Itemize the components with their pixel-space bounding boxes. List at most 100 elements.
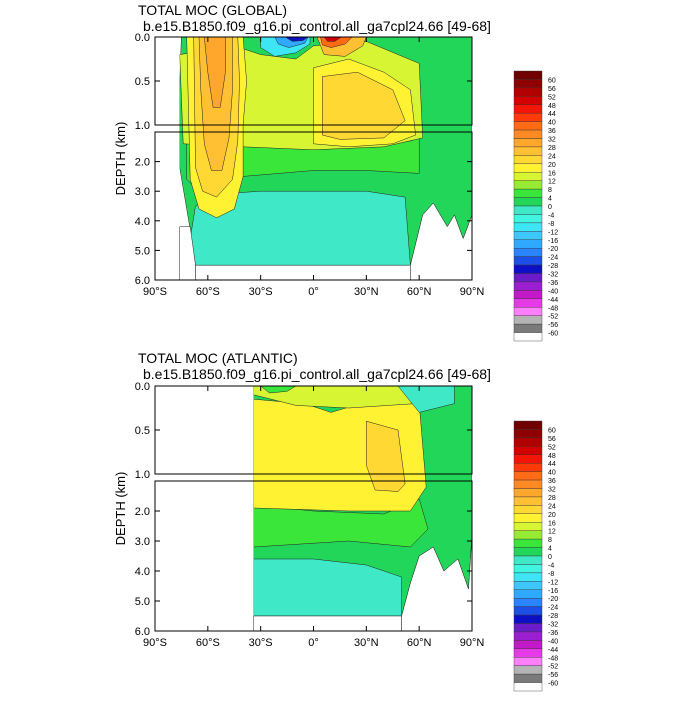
- colorbar-label: 40: [548, 120, 556, 127]
- y-tick-label: 1.0: [135, 120, 150, 132]
- colorbar-swatch: [513, 129, 543, 139]
- y-tick-label: 2.0: [135, 506, 150, 518]
- northern-surface-cell: [397, 386, 455, 413]
- colorbar-swatch: [513, 555, 543, 565]
- y-tick-label: 3.0: [135, 536, 150, 548]
- colorbar-swatch: [513, 247, 543, 257]
- colorbar-swatch: [513, 589, 543, 599]
- y-tick-label: 0.0: [135, 32, 150, 44]
- surface-south-eddy: [260, 386, 297, 394]
- colorbar-swatch: [513, 454, 543, 464]
- colorbar-label: 44: [548, 111, 556, 118]
- y-axis-label: DEPTH (km): [113, 122, 128, 196]
- global-moc-field: [155, 37, 472, 280]
- colorbar-label: -8: [548, 571, 554, 578]
- colorbar-swatch: [513, 606, 543, 616]
- colorbar-label: -60: [548, 331, 558, 338]
- colorbar-swatch: [513, 513, 543, 523]
- northern-cell-core: [322, 71, 406, 140]
- atlantic-axes: 90°S 60°S 30°S 0° 30°N 60°N 90°N 0.0 0.5 1.0 2.0 3.…: [113, 381, 484, 649]
- y-tick-label: 2.0: [135, 157, 150, 169]
- colorbar-swatch: [513, 505, 543, 515]
- tropical-south-cell-core: [284, 37, 309, 42]
- panel-global-title: TOTAL MOC (GLOBAL): [138, 2, 287, 18]
- colorbar-swatch: [513, 104, 543, 114]
- colorbar-swatch: [513, 522, 543, 531]
- seafloor-mask: [195, 264, 411, 280]
- y-tick-label: 5.0: [135, 245, 150, 257]
- colorbar-swatch: [513, 530, 543, 540]
- colorbar-label: -4: [548, 212, 554, 219]
- tropical-north-cell-core: [323, 37, 343, 42]
- x-tick-label: 90°S: [143, 637, 167, 649]
- colorbar-label: 16: [548, 170, 556, 177]
- colorbar-label: -44: [548, 297, 558, 304]
- colorbar-label: 56: [548, 86, 556, 93]
- x-tick-label: 30°N: [354, 637, 379, 649]
- colorbar-swatch: [513, 479, 543, 489]
- colorbar-label: 48: [548, 103, 556, 110]
- y-tick-label: 0.0: [135, 381, 150, 393]
- colorbar-label: 44: [548, 461, 556, 468]
- colorbar-swatch: [513, 665, 543, 675]
- x-tick-label: 0°: [308, 286, 319, 298]
- colorbar-label: 8: [548, 187, 552, 194]
- north-seafloor-mask: [410, 202, 472, 280]
- x-tick-label: 30°S: [249, 286, 273, 298]
- colorbar-swatch: [513, 188, 543, 198]
- colorbar-label: -32: [548, 272, 558, 279]
- colorbar-swatch: [513, 70, 543, 80]
- colorbar-swatch: [513, 163, 543, 173]
- colorbar-swatch: [513, 682, 543, 692]
- colorbar-swatch: [513, 420, 543, 430]
- colorbar-label: 32: [548, 487, 556, 494]
- y-tick-label: 4.0: [135, 216, 150, 228]
- colorbar-swatch: [513, 471, 543, 481]
- colorbar-label: -36: [548, 630, 558, 637]
- colorbar-swatch: [513, 488, 543, 498]
- mid-layer: [253, 498, 429, 548]
- colorbar-swatch: [513, 290, 543, 300]
- colorbar-label: -36: [548, 280, 558, 287]
- colorbar-label: 32: [548, 137, 556, 144]
- y-tick-label: 3.0: [135, 186, 150, 198]
- colorbar-label: -8: [548, 221, 554, 228]
- colorbar-label: 8: [548, 537, 552, 544]
- colorbar-label: 60: [548, 77, 556, 84]
- colorbar-swatch: [513, 538, 543, 548]
- colorbar-label: -20: [548, 246, 558, 253]
- colorbar-atlantic: 60565248444036322824201612840-4-8-12-16-…: [513, 420, 558, 692]
- colorbar-label: 28: [548, 495, 556, 502]
- colorbar-label: 20: [548, 162, 556, 169]
- y-axis-label: DEPTH (km): [113, 472, 128, 546]
- x-tick-label: 30°S: [249, 637, 273, 649]
- y-tick-label: 0.5: [135, 76, 150, 88]
- colorbar-label: -24: [548, 605, 558, 612]
- colorbar-label: -20: [548, 596, 558, 603]
- x-tick-label: 90°N: [460, 286, 485, 298]
- colorbar-swatch: [513, 307, 543, 316]
- colorbar-label: -32: [548, 622, 558, 629]
- colorbar-swatch: [513, 146, 543, 156]
- colorbar-label: -40: [548, 638, 558, 645]
- north-seafloor-mask: [401, 534, 472, 631]
- colorbar-label: 36: [548, 478, 556, 485]
- colorbar-swatch: [513, 462, 543, 472]
- y-tick-label: 4.0: [135, 566, 150, 578]
- colorbar-swatch: [513, 564, 543, 574]
- colorbar-label: 4: [548, 546, 552, 553]
- antarctic-mask: [155, 37, 180, 280]
- x-tick-label: 90°S: [143, 286, 167, 298]
- colorbar-label: 60: [548, 427, 556, 434]
- colorbar-label: 28: [548, 145, 556, 152]
- x-tick-label: 60°S: [196, 286, 220, 298]
- colorbar-swatch: [513, 264, 543, 274]
- colorbar-swatch: [513, 96, 543, 105]
- y-tick-label: 6.0: [135, 626, 150, 638]
- colorbar-swatch: [513, 155, 543, 165]
- colorbar-label: -52: [548, 664, 558, 671]
- south-land-mask: [155, 386, 254, 631]
- colorbar-label: 48: [548, 453, 556, 460]
- colorbar-swatch: [513, 581, 543, 590]
- seafloor-mask: [253, 615, 402, 631]
